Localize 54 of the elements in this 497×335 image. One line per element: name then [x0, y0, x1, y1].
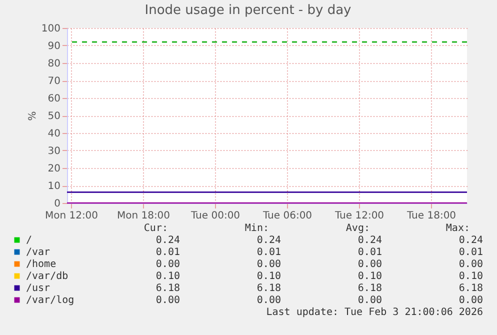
text: 0.00 [256, 295, 281, 306]
legend-label: /var/db [26, 271, 68, 282]
text: 0.01 [358, 247, 382, 258]
text: Last update: Tue Feb 3 21:00:06 2026 [266, 307, 483, 318]
text: Min: [244, 223, 269, 234]
legend-label: /var/log [26, 295, 74, 306]
text: 6.18 [156, 283, 180, 294]
x-tick-label: Mon 12:00 [44, 210, 98, 222]
y-tick-label: 90 [48, 41, 60, 52]
text: 0.00 [358, 259, 382, 270]
text: Max: [446, 223, 470, 234]
chart-title: Inode usage in percent - by day [144, 3, 352, 18]
text: 0.24 [156, 235, 180, 246]
text: 0.24 [358, 235, 382, 246]
text: 0.00 [156, 259, 180, 270]
y-tick-label: 70 [48, 76, 60, 87]
text: 0.10 [256, 271, 281, 282]
y-tick-label: 80 [48, 58, 60, 70]
text: 0.10 [358, 271, 382, 282]
text: 0.24 [458, 235, 483, 246]
text: Cur: [144, 223, 168, 234]
y-tick-label: 100 [41, 24, 60, 34]
text: 0.00 [358, 295, 382, 306]
text: 6.18 [358, 283, 382, 294]
text: 0.00 [156, 295, 180, 306]
y-tick-label: 10 [48, 181, 60, 192]
legend-label: /var [26, 247, 50, 258]
text: 0.24 [256, 235, 281, 246]
text: 0.00 [458, 295, 483, 306]
x-tick-label: Tue 12:00 [334, 210, 384, 222]
x-tick-label: Mon 18:00 [116, 210, 170, 222]
x-tick-label: Tue 06:00 [262, 210, 312, 222]
text: 0.01 [256, 247, 281, 258]
x-tick-label: Tue 00:00 [190, 210, 240, 222]
legend-label: /home [26, 259, 56, 270]
text: 0.00 [256, 259, 281, 270]
legend-label: / [26, 235, 32, 246]
y-tick-label: 40 [48, 128, 60, 140]
text: 0.10 [156, 271, 180, 282]
y-tick-label: 20 [48, 164, 60, 174]
text: 6.18 [256, 283, 281, 294]
text: 6.18 [458, 283, 483, 294]
y-tick-label: 50 [48, 111, 60, 122]
text: 0.10 [458, 271, 483, 282]
legend-label: /usr [26, 283, 50, 294]
text: 0.01 [156, 247, 180, 258]
text: Avg: [346, 223, 370, 234]
y-tick-label: 30 [48, 146, 60, 157]
text: 0.00 [458, 259, 483, 270]
x-tick-label: Tue 18:00 [406, 210, 456, 222]
y-tick-label: 0 [54, 198, 60, 210]
text: 0.01 [458, 247, 483, 258]
y-tick-label: 60 [48, 94, 60, 104]
y-axis-title: % [27, 111, 38, 121]
